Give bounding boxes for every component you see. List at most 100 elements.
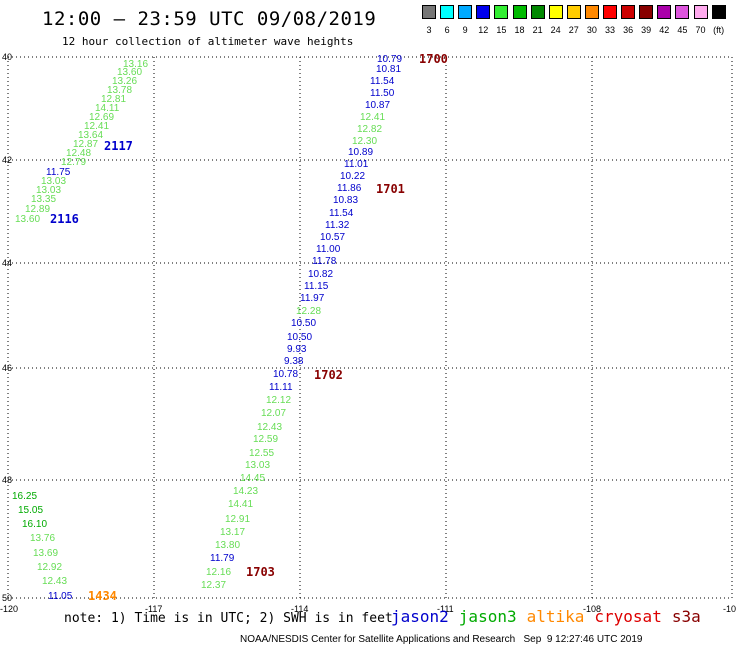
wave-height-value: 10.82 xyxy=(308,269,333,280)
map-grid xyxy=(7,56,733,599)
wave-height-value: 13.60 xyxy=(117,67,142,78)
scale-label: 36 xyxy=(623,25,634,35)
longitude-tick-label: -117 xyxy=(145,604,162,614)
wave-height-value: 12.81 xyxy=(101,94,126,105)
wave-height-value: 10.78 xyxy=(273,369,298,380)
scale-label: 33 xyxy=(604,25,615,35)
pass-time-label: 1701 xyxy=(376,182,405,196)
longitude-tick-label: -120 xyxy=(0,604,18,614)
longitude-tick-label: -108 xyxy=(583,604,601,614)
scale-swatch xyxy=(548,5,563,19)
scale-label: 6 xyxy=(444,25,450,35)
scale-swatch xyxy=(584,5,599,19)
wave-height-value: 13.03 xyxy=(245,460,270,471)
wave-height-value: 12.28 xyxy=(296,306,321,317)
scale-label: 42 xyxy=(659,25,670,35)
scale-label: 3 xyxy=(426,25,432,35)
wave-height-value: 12.91 xyxy=(225,514,250,525)
chart-title: 12:00 – 23:59 UTC 09/08/2019 xyxy=(42,8,377,30)
scale-label: 15 xyxy=(496,25,507,35)
legend-item: jason2 xyxy=(391,607,449,626)
wave-height-value: 14.45 xyxy=(240,473,265,484)
wave-height-value: 11.05 xyxy=(48,591,73,602)
wave-height-value: 11.01 xyxy=(344,159,369,170)
wave-height-value: 13.35 xyxy=(31,194,56,205)
scale-swatch xyxy=(494,5,509,19)
pass-time-label: 1700 xyxy=(419,52,448,66)
wave-height-value: 10.57 xyxy=(320,232,345,243)
wave-height-value: 11.79 xyxy=(210,553,235,564)
wave-height-value: 13.78 xyxy=(107,85,132,96)
footer-credit: NOAA/NESDIS Center for Satellite Applica… xyxy=(240,634,643,645)
wave-height-value: 10.81 xyxy=(376,64,401,75)
wave-height-value: 14.23 xyxy=(233,486,258,497)
wave-height-value: 11.54 xyxy=(329,208,354,219)
scale-swatch xyxy=(458,5,473,19)
scale-label: 27 xyxy=(568,25,579,35)
scale-swatch xyxy=(621,5,636,19)
scale-swatch xyxy=(440,5,455,19)
wave-height-value: 13.60 xyxy=(15,214,40,225)
wave-height-value: 13.64 xyxy=(78,130,103,141)
scale-label: 70 xyxy=(695,25,706,35)
scale-swatch xyxy=(657,5,672,19)
satellite-legend: jason2 jason3 altika cryosat s3a xyxy=(391,607,711,626)
wave-height-value: 12.07 xyxy=(261,408,286,419)
scale-label: 24 xyxy=(550,25,561,35)
scale-swatch xyxy=(566,5,581,19)
wave-height-value: 14.41 xyxy=(228,499,253,510)
wave-height-value: 13.03 xyxy=(36,185,61,196)
legend-item: altika xyxy=(526,607,585,626)
wave-height-value: 15.05 xyxy=(18,505,43,516)
wave-height-value: 10.79 xyxy=(377,54,402,65)
wave-height-value: 13.80 xyxy=(215,540,240,551)
wave-height-value: 12.82 xyxy=(357,124,382,135)
longitude-tick-label: -111 xyxy=(437,604,454,614)
wave-height-value: 11.78 xyxy=(312,256,337,267)
wave-height-value: 13.03 xyxy=(41,176,66,187)
scale-swatch xyxy=(476,5,491,19)
scale-swatch xyxy=(530,5,545,19)
wave-height-value: 9.38 xyxy=(284,356,304,367)
wave-height-value: 16.10 xyxy=(22,519,47,530)
wave-height-value: 11.86 xyxy=(337,183,362,194)
wave-height-value: 11.75 xyxy=(46,167,71,178)
wave-height-points: 13.1613.6013.2613.7812.8114.1112.6912.41… xyxy=(12,54,402,602)
wave-height-value: 10.89 xyxy=(348,147,373,158)
wave-height-value: 12.59 xyxy=(253,434,278,445)
wave-height-value: 11.32 xyxy=(325,220,350,231)
pass-time-labels: 2117 2116 1700 1701 1702 1703 1434 xyxy=(50,52,448,603)
latitude-tick-label: 42 xyxy=(2,155,12,165)
scale-swatch xyxy=(422,5,436,19)
pass-time-label: 2117 xyxy=(104,139,133,153)
scale-swatch xyxy=(711,5,726,19)
wave-height-value: 13.17 xyxy=(220,527,245,538)
wave-height-value: 11.54 xyxy=(370,76,395,87)
scale-swatch xyxy=(512,5,527,19)
scale-label: 45 xyxy=(677,25,688,35)
latitude-tick-label: 50 xyxy=(2,593,12,603)
wave-height-value: 10.22 xyxy=(340,171,365,182)
wave-height-value: 12.55 xyxy=(249,448,274,459)
wave-height-value: 12.37 xyxy=(201,580,226,591)
scale-swatch xyxy=(675,5,690,19)
wave-height-value: 11.50 xyxy=(370,88,395,99)
wave-height-value: 12.43 xyxy=(42,576,67,587)
wave-height-value: 11.97 xyxy=(300,293,325,304)
wave-height-value: 13.69 xyxy=(33,548,58,559)
scale-swatch xyxy=(693,5,708,19)
footer-note: note: 1) Time is in UTC; 2) SWH is in fe… xyxy=(64,611,393,626)
wave-height-value: 16.25 xyxy=(12,491,37,502)
wave-height-value: 12.89 xyxy=(25,204,50,215)
wave-height-value: 11.15 xyxy=(304,281,329,292)
scale-label: 21 xyxy=(532,25,543,35)
wave-height-value: 11.11 xyxy=(269,382,293,393)
wave-height-value: 12.41 xyxy=(360,112,385,123)
scale-label: 39 xyxy=(641,25,652,35)
scale-label: (ft) xyxy=(713,25,725,35)
scale-label: 12 xyxy=(478,25,489,35)
latitude-tick-label: 46 xyxy=(2,363,12,373)
wave-height-value: 10.87 xyxy=(365,100,390,111)
map-axes: -120 -117 -114 -111 -108 -10 40 42 44 46 48 50 xyxy=(0,52,736,614)
